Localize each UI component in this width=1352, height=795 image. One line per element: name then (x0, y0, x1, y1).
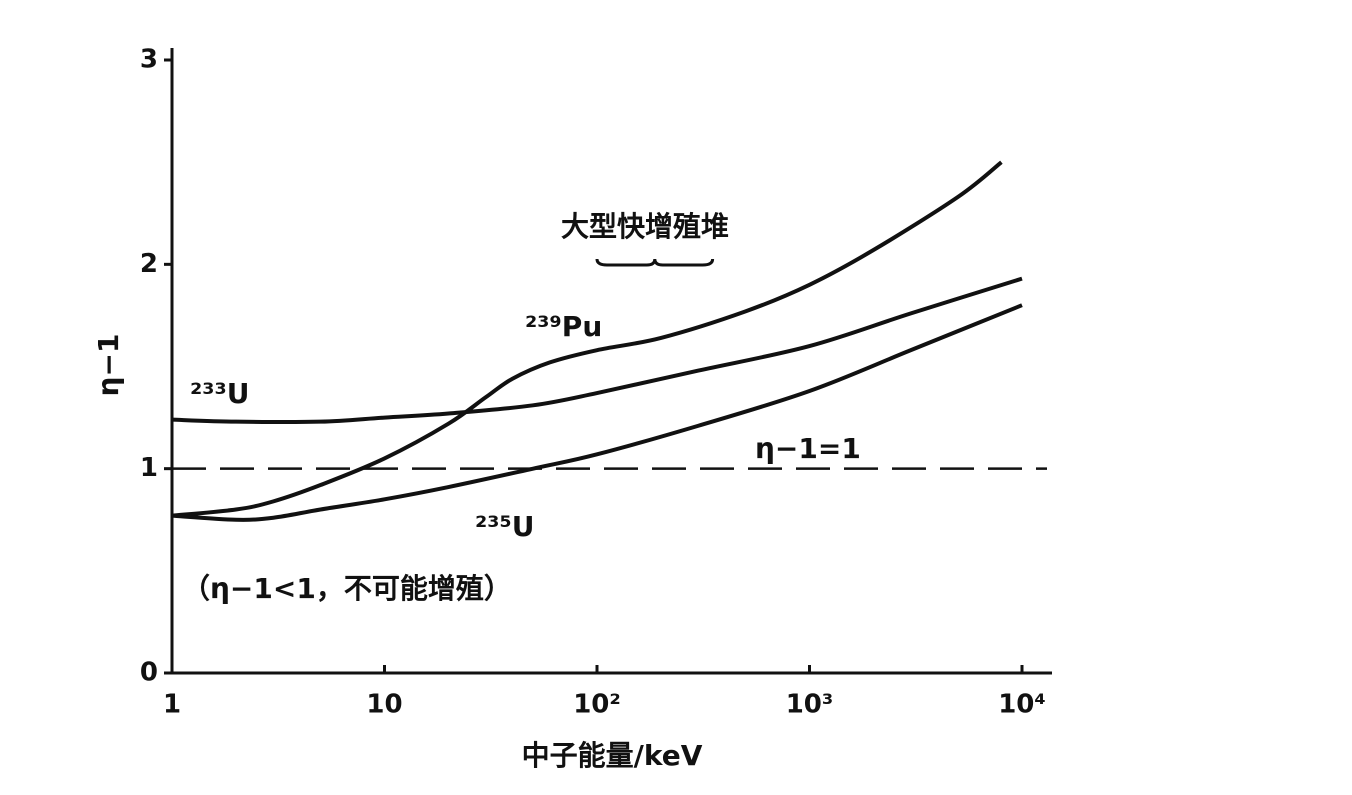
series-label: ²³³U (190, 377, 250, 410)
x-tick-label: 10⁴ (998, 690, 1046, 720)
series-line (171, 276, 1023, 425)
reference-label: η−1=1 (755, 432, 861, 465)
y-axis-label: η−1 (92, 334, 125, 397)
note: （η−1<1，不可能增殖） (182, 572, 512, 605)
range-label: 大型快增殖堆 (561, 210, 729, 243)
y-tick-label: 3 (140, 45, 158, 75)
series-label: ²³⁹Pu (525, 310, 602, 343)
series-line (171, 160, 1003, 518)
series-label: ²³⁵U (475, 510, 535, 543)
y-tick-label: 1 (140, 453, 158, 483)
x-tick-label: 1 (163, 690, 181, 720)
y-tick-label: 0 (140, 658, 158, 688)
x-tick-label: 10² (573, 690, 621, 720)
x-tick-label: 10 (366, 690, 402, 720)
x-tick-label: 10³ (786, 690, 834, 720)
y-tick-label: 2 (140, 249, 158, 279)
series-line (171, 303, 1023, 522)
x-axis-label: 中子能量/keV (522, 739, 703, 772)
range-brace (595, 258, 715, 267)
